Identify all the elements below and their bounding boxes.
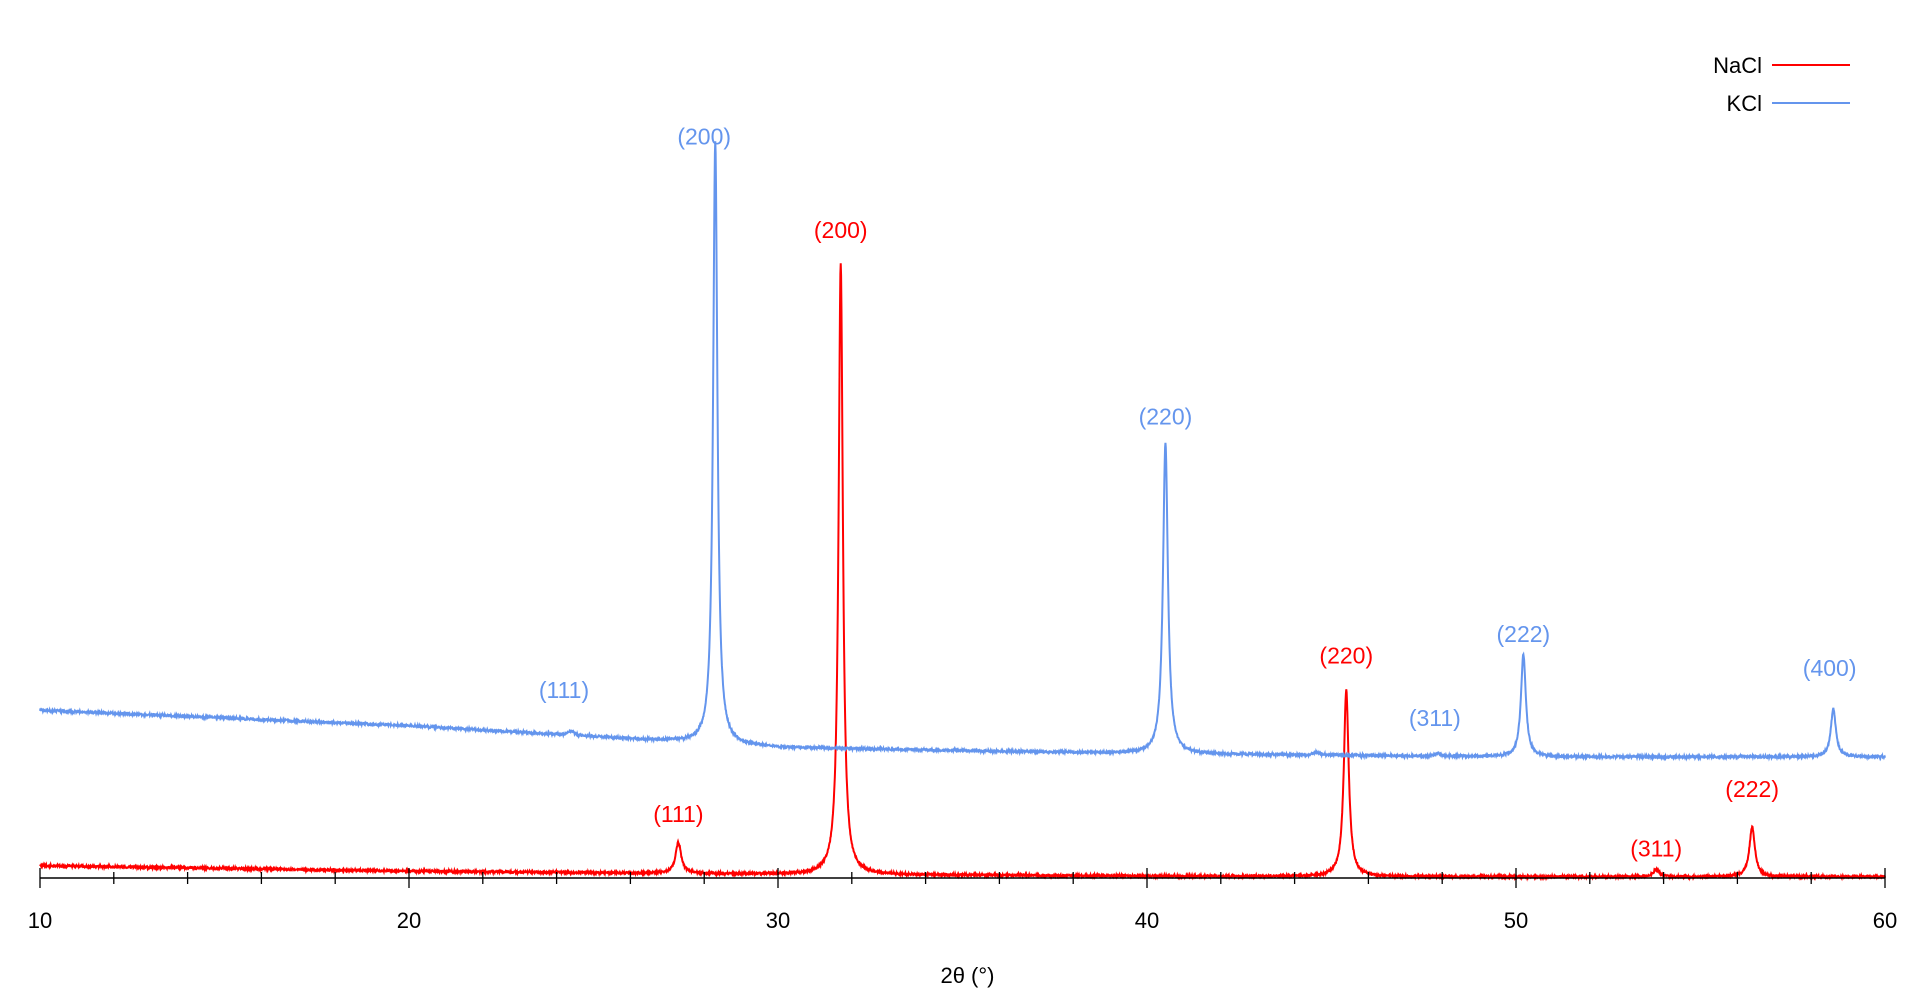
series-layer bbox=[39, 141, 1886, 882]
legend-label-nacl: NaCl bbox=[1713, 53, 1762, 78]
peak-label-kcl: (400) bbox=[1803, 655, 1857, 681]
x-tick-label: 30 bbox=[766, 908, 790, 933]
series-line-kcl bbox=[39, 141, 1886, 762]
peak-label-kcl: (220) bbox=[1139, 403, 1193, 429]
series-line-nacl bbox=[39, 263, 1886, 882]
peak-label-kcl: (111) bbox=[539, 677, 589, 703]
x-tick-label: 50 bbox=[1504, 908, 1528, 933]
legend-label-kcl: KCl bbox=[1727, 91, 1762, 116]
peak-label-nacl: (220) bbox=[1319, 643, 1373, 669]
x-tick-label: 20 bbox=[397, 908, 421, 933]
peak-label-kcl: (200) bbox=[677, 124, 731, 150]
peak-label-nacl: (200) bbox=[814, 217, 868, 243]
peak-label-nacl: (111) bbox=[653, 801, 703, 827]
x-tick-label: 40 bbox=[1135, 908, 1159, 933]
legend: NaCl KCl bbox=[1713, 53, 1850, 116]
peak-label-kcl: (311) bbox=[1409, 705, 1461, 731]
peak-label-kcl: (222) bbox=[1497, 621, 1551, 647]
peak-label-nacl: (222) bbox=[1725, 776, 1779, 802]
peak-annotations: (111) (200) (220) (311) (222) (400) (111) (200)… bbox=[539, 124, 1857, 862]
x-tick-label: 60 bbox=[1873, 908, 1897, 933]
x-axis-title: 2θ (°) bbox=[940, 963, 994, 988]
x-ticks: 10 20 30 40 50 60 bbox=[28, 868, 1897, 933]
peak-label-nacl: (311) bbox=[1630, 835, 1682, 861]
x-tick-label: 10 bbox=[28, 908, 52, 933]
